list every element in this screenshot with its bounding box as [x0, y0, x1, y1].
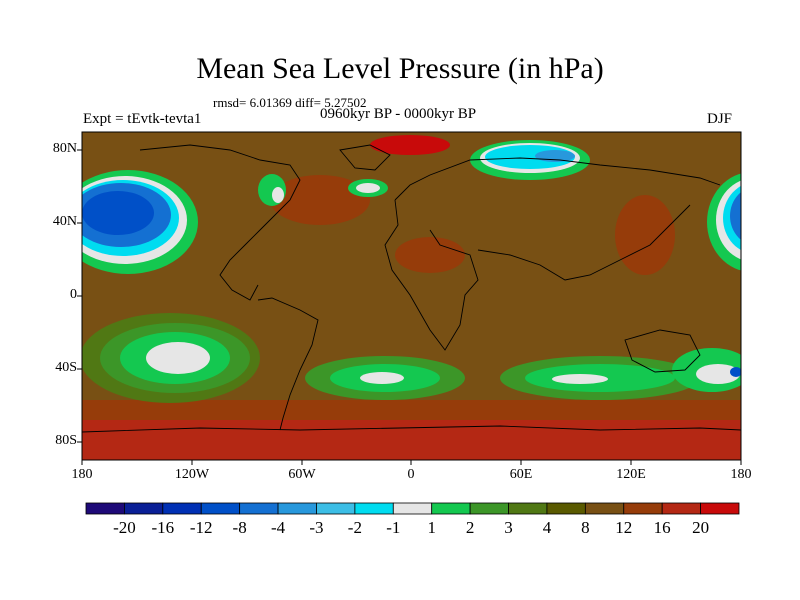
- colorbar-label: -2: [347, 518, 362, 537]
- colorbar-swatch: [623, 502, 663, 515]
- lon-tick-label: 60E: [509, 467, 533, 482]
- arctic-high: [370, 135, 450, 155]
- colorbar-label: -3: [309, 518, 324, 537]
- south-pacific-low: [82, 313, 260, 403]
- south-atlantic-low: [305, 356, 465, 400]
- colorbar-swatch: [85, 502, 125, 515]
- arctic-low: [470, 140, 590, 180]
- stats-label: rmsd= 6.01369 diff= 5.27502: [213, 95, 367, 110]
- colorbar-label: 3: [504, 518, 513, 537]
- colorbar-label: -4: [270, 518, 286, 537]
- colorbar-label: 16: [653, 518, 671, 537]
- colorbar-swatch: [354, 502, 394, 515]
- coastlines: [82, 144, 741, 433]
- period-label: 0960kyr BP - 0000kyr BP: [320, 106, 477, 122]
- colorbar: [85, 502, 740, 515]
- colorbar-swatch: [316, 502, 356, 515]
- colorbar-swatch: [124, 502, 164, 515]
- colorbar-label: -16: [151, 518, 175, 537]
- asia-high: [615, 195, 675, 275]
- lon-tick-label: 180: [71, 467, 93, 482]
- axis-ticks: [77, 149, 742, 465]
- colorbar-swatch: [277, 502, 317, 515]
- tasman-low: [672, 348, 741, 392]
- colorbar-label: 4: [542, 518, 552, 537]
- lat-tick-label: 40N: [52, 214, 77, 229]
- colorbar-label: 1: [427, 518, 436, 537]
- colorbar-swatch: [431, 502, 471, 515]
- experiment-label: Expt = tEvtk-tevta1: [83, 111, 202, 127]
- colorbar-label: 12: [615, 518, 633, 537]
- colorbar-swatch: [546, 502, 586, 515]
- colorbar-label: 20: [692, 518, 710, 537]
- colorbar-swatch: [469, 502, 509, 515]
- lat-tick-label: 80S: [55, 433, 77, 448]
- lon-tick-label: 0: [407, 467, 415, 482]
- colorbar-swatch: [661, 502, 701, 515]
- colorbar-swatch: [584, 502, 625, 515]
- southern-high-core: [82, 420, 741, 460]
- lat-tick-label: 40S: [55, 360, 77, 375]
- colorbar-label: -12: [189, 518, 213, 537]
- colorbar-label: -20: [113, 518, 136, 537]
- colorbar-swatch: [162, 502, 202, 515]
- colorbar-label: -8: [232, 518, 247, 537]
- map-title: Mean Sea Level Pressure (in hPa): [196, 52, 604, 85]
- colorbar-label: 2: [465, 518, 475, 537]
- colorbar-swatch: [700, 502, 740, 515]
- colorbar-swatch: [392, 502, 433, 515]
- atlantic-high: [270, 175, 370, 225]
- colorbar-swatch: [200, 502, 241, 515]
- lat-tick-label: 80N: [52, 141, 77, 156]
- colorbar-swatch: [508, 502, 548, 515]
- north-pacific-low-west: [82, 170, 198, 274]
- lat-tick-label: 0: [70, 287, 77, 302]
- colorbar-label: 8: [581, 518, 590, 537]
- lon-tick-label: 180: [730, 467, 752, 482]
- south-indian-low: [500, 356, 700, 400]
- pressure-field: [82, 132, 741, 460]
- africa-high: [395, 237, 465, 273]
- lon-tick-label: 60W: [288, 467, 316, 482]
- season-label: DJF: [707, 111, 733, 127]
- lon-tick-label: 120W: [174, 467, 210, 482]
- colorbar-swatch: [239, 502, 279, 515]
- lon-tick-label: 120E: [616, 467, 646, 482]
- colorbar-label: -1: [386, 518, 401, 537]
- north-pacific-low-east: [707, 173, 741, 271]
